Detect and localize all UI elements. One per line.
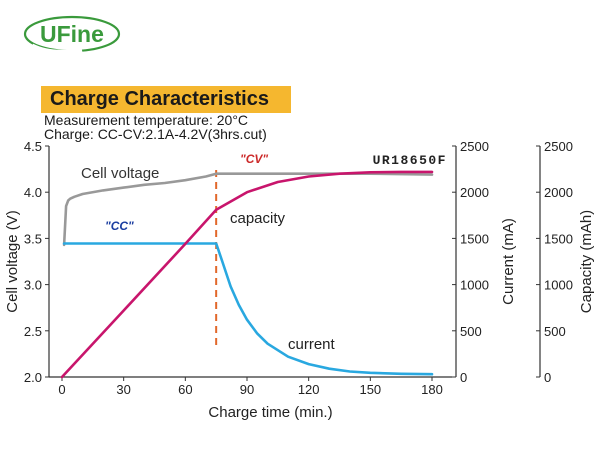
voltage-tick-label: 3.0 [24,278,42,293]
svg-text:UFine: UFine [40,21,104,47]
x-tick-label: 30 [116,382,130,397]
capacity-tick-label: 1500 [544,231,573,246]
model-label: UR18650F [373,153,447,168]
cell-voltage-annotation: Cell voltage [81,165,159,182]
current-tick-label: 2500 [460,139,489,154]
charge-condition: Charge: CC-CV:2.1A-4.2V(3hrs.cut) [44,126,267,142]
capacity-tick-label: 500 [544,324,566,339]
capacity-tick-label: 2000 [544,185,573,200]
voltage-tick-label: 2.0 [24,370,42,385]
current-line [62,242,434,376]
x-tick-label: 90 [240,382,254,397]
x-axis-label: Charge time (min.) [208,404,332,421]
x-tick-label: 60 [178,382,192,397]
chart-title: Charge Characteristics [50,88,269,110]
cv-annotation: "CV" [240,152,268,166]
voltage-axis-label: Cell voltage (V) [4,210,21,313]
voltage-tick-label: 4.0 [24,185,42,200]
current-tick-label: 500 [460,324,482,339]
current-tick-label: 1000 [460,278,489,293]
ufine-logo: UFine [23,15,121,55]
x-tick-label: 120 [298,382,320,397]
current-tick-label: 0 [460,370,467,385]
voltage-tick-label: 4.5 [24,139,42,154]
voltage-tick-label: 2.5 [24,324,42,339]
title-highlight [41,86,291,113]
measurement-temperature: Measurement temperature: 20°C [44,112,249,128]
x-tick-label: 0 [58,382,65,397]
cell-voltage-line [62,172,434,247]
capacity-annotation: capacity [230,210,286,227]
cc-annotation: "CC" [105,219,134,233]
current-annotation: current [288,336,336,353]
current-tick-label: 2000 [460,185,489,200]
x-tick-label: 150 [359,382,381,397]
voltage-tick-label: 3.5 [24,231,42,246]
current-tick-label: 1500 [460,231,489,246]
current-axis-label: Current (mA) [500,218,517,305]
capacity-line [60,170,434,379]
capacity-tick-label: 2500 [544,139,573,154]
capacity-tick-label: 1000 [544,278,573,293]
x-tick-label: 180 [421,382,443,397]
capacity-tick-label: 0 [544,370,551,385]
capacity-axis-label: Capacity (mAh) [578,210,595,313]
